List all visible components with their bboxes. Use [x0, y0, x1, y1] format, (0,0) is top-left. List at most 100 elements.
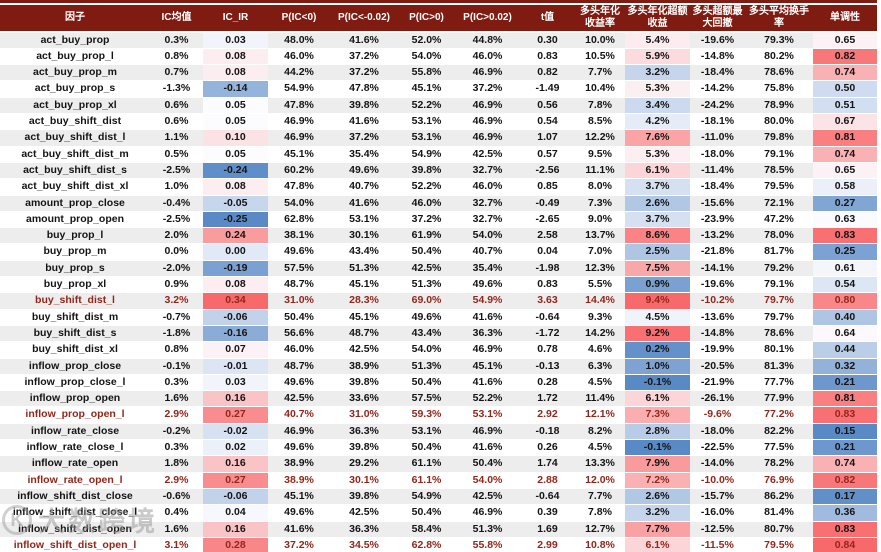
- factor-name-cell: inflow_prop_close: [0, 358, 150, 375]
- table-cell-p_ic_ltn002: 37.2%: [330, 130, 398, 147]
- table-cell-long_annual_return: 8.5%: [575, 114, 625, 131]
- table-cell-t_value: 2.99: [520, 537, 575, 552]
- table-cell-monotonicity: 0.83: [813, 407, 877, 424]
- table-cell-ic_mean: 3.2%: [150, 293, 203, 310]
- factor-name-cell: act_buy_prop_xl: [0, 97, 150, 115]
- column-header-long_avg_turnover: 多头平均换手率: [745, 5, 813, 33]
- table-cell-long_avg_turnover: 78.9%: [745, 97, 813, 115]
- table-cell-long_annual_excess: 9.4%: [625, 293, 690, 310]
- table-cell-ic_ir: 0.16: [203, 391, 268, 408]
- table-cell-long_annual_excess: 5.9%: [625, 48, 690, 66]
- table-row: act_buy_shift_dist 0.6% 0.05 46.9% 41.6% 53.1…: [0, 114, 877, 131]
- table-cell-p_ic_gt0: 43.4%: [398, 325, 455, 343]
- table-cell-monotonicity: 0.44: [813, 342, 877, 359]
- table-cell-long_excess_maxdd: -15.7%: [690, 488, 745, 506]
- table-cell-long_excess_maxdd: -18.0%: [690, 423, 745, 441]
- table-cell-ic_ir: 0.07: [203, 342, 268, 359]
- table-cell-p_ic_lt0: 44.2%: [268, 65, 330, 82]
- column-header-p_ic_ltn002: P(IC<-0.02): [330, 5, 398, 33]
- table-cell-long_avg_turnover: 79.1%: [745, 146, 813, 163]
- table-cell-p_ic_gt002: 37.2%: [455, 81, 520, 98]
- column-header-p_ic_lt0: P(IC<0): [268, 5, 330, 33]
- table-cell-t_value: -2.65: [520, 211, 575, 229]
- table-cell-p_ic_ltn002: 45.1%: [330, 277, 398, 294]
- factor-name-cell: inflow_rate_close_l: [0, 440, 150, 457]
- table-row: act_buy_prop_s -1.3% -0.14 54.9% 47.8% 45.1% 3…: [0, 81, 877, 98]
- table-cell-long_annual_return: 12.7%: [575, 521, 625, 538]
- table-cell-p_ic_ltn002: 49.6%: [330, 162, 398, 180]
- table-cell-ic_mean: 0.5%: [150, 146, 203, 163]
- table-cell-monotonicity: 0.15: [813, 423, 877, 441]
- table-cell-long_annual_return: 4.6%: [575, 342, 625, 359]
- table-cell-long_annual_excess: -0.1%: [625, 440, 690, 457]
- table-cell-p_ic_ltn002: 37.2%: [330, 48, 398, 66]
- factor-name-cell: buy_prop_l: [0, 228, 150, 245]
- table-cell-p_ic_ltn002: 42.5%: [330, 342, 398, 359]
- table-cell-p_ic_gt0: 45.1%: [398, 81, 455, 98]
- factor-name-cell: act_buy_prop_s: [0, 81, 150, 98]
- table-cell-ic_mean: 0.8%: [150, 48, 203, 66]
- table-cell-p_ic_ltn002: 39.8%: [330, 440, 398, 457]
- table-cell-monotonicity: 0.54: [813, 277, 877, 294]
- table-cell-t_value: 0.83: [520, 277, 575, 294]
- table-row: inflow_shift_dist_open 1.6% 0.16 41.6% 36.3%…: [0, 521, 877, 538]
- table-cell-p_ic_lt0: 46.9%: [268, 423, 330, 441]
- table-row: inflow_prop_open 1.6% 0.16 42.5% 33.6% 57.5% 5…: [0, 391, 877, 408]
- table-cell-p_ic_gt002: 53.1%: [455, 407, 520, 424]
- table-cell-t_value: -2.56: [520, 162, 575, 180]
- table-cell-p_ic_gt0: 52.2%: [398, 97, 455, 115]
- table-cell-long_excess_maxdd: -21.9%: [690, 374, 745, 392]
- table-cell-p_ic_ltn002: 39.8%: [330, 374, 398, 392]
- table-cell-ic_ir: 0.24: [203, 228, 268, 245]
- table-cell-t_value: 1.74: [520, 456, 575, 473]
- table-cell-p_ic_lt0: 40.7%: [268, 407, 330, 424]
- table-cell-p_ic_gt0: 62.8%: [398, 537, 455, 552]
- table-cell-long_annual_return: 10.8%: [575, 537, 625, 552]
- table-cell-ic_ir: 0.16: [203, 521, 268, 538]
- table-cell-ic_mean: 0.4%: [150, 505, 203, 522]
- column-header-factor: 因子: [0, 5, 150, 33]
- table-row: inflow_prop_close -0.1% -0.01 48.7% 38.9% 51.…: [0, 358, 877, 375]
- column-header-t_value: t值: [520, 5, 575, 33]
- table-cell-long_annual_return: 9.0%: [575, 211, 625, 229]
- table-cell-p_ic_gt0: 50.4%: [398, 374, 455, 392]
- table-cell-long_annual_return: 9.3%: [575, 309, 625, 326]
- table-cell-long_annual_excess: 3.4%: [625, 97, 690, 115]
- table-cell-long_annual_return: 4.5%: [575, 374, 625, 392]
- table-cell-p_ic_ltn002: 39.8%: [330, 97, 398, 115]
- table-cell-long_excess_maxdd: -16.0%: [690, 505, 745, 522]
- table-cell-p_ic_gt0: 53.1%: [398, 114, 455, 131]
- table-row: buy_prop_xl 0.9% 0.08 48.7% 45.1% 51.3% 49.6% 0…: [0, 277, 877, 294]
- table-cell-monotonicity: 0.74: [813, 456, 877, 473]
- table-row: act_buy_shift_dist_xl 1.0% 0.08 47.8% 40.7% 5…: [0, 179, 877, 196]
- table-cell-p_ic_gt002: 42.5%: [455, 146, 520, 163]
- table-cell-long_annual_excess: 1.0%: [625, 358, 690, 375]
- table-cell-p_ic_gt002: 46.9%: [455, 505, 520, 522]
- table-cell-ic_ir: 0.05: [203, 114, 268, 131]
- table-cell-p_ic_gt0: 42.5%: [398, 260, 455, 278]
- table-cell-long_annual_excess: 3.7%: [625, 179, 690, 196]
- table-cell-long_avg_turnover: 80.2%: [745, 48, 813, 66]
- table-cell-monotonicity: 0.27: [813, 195, 877, 212]
- table-cell-long_excess_maxdd: -24.2%: [690, 97, 745, 115]
- table-cell-t_value: 2.92: [520, 407, 575, 424]
- table-cell-p_ic_lt0: 38.1%: [268, 228, 330, 245]
- table-cell-ic_ir: -0.25: [203, 211, 268, 229]
- table-cell-p_ic_ltn002: 40.7%: [330, 179, 398, 196]
- table-cell-p_ic_gt002: 41.6%: [455, 374, 520, 392]
- table-row: inflow_prop_open_l 2.9% 0.27 40.7% 31.0% 59.3…: [0, 407, 877, 424]
- table-cell-long_excess_maxdd: -21.8%: [690, 244, 745, 261]
- table-cell-t_value: 1.69: [520, 521, 575, 538]
- table-cell-long_annual_return: 7.0%: [575, 244, 625, 261]
- column-header-ic_ir: IC_IR: [203, 5, 268, 33]
- table-cell-long_excess_maxdd: -9.6%: [690, 407, 745, 424]
- table-cell-t_value: 0.26: [520, 440, 575, 457]
- table-cell-ic_mean: 1.6%: [150, 391, 203, 408]
- table-cell-p_ic_lt0: 46.9%: [268, 130, 330, 147]
- table-cell-ic_mean: 1.0%: [150, 179, 203, 196]
- table-cell-monotonicity: 0.50: [813, 81, 877, 98]
- table-cell-ic_mean: 0.6%: [150, 114, 203, 131]
- table-cell-p_ic_lt0: 49.6%: [268, 374, 330, 392]
- table-cell-p_ic_lt0: 56.6%: [268, 325, 330, 343]
- table-cell-long_excess_maxdd: -11.4%: [690, 162, 745, 180]
